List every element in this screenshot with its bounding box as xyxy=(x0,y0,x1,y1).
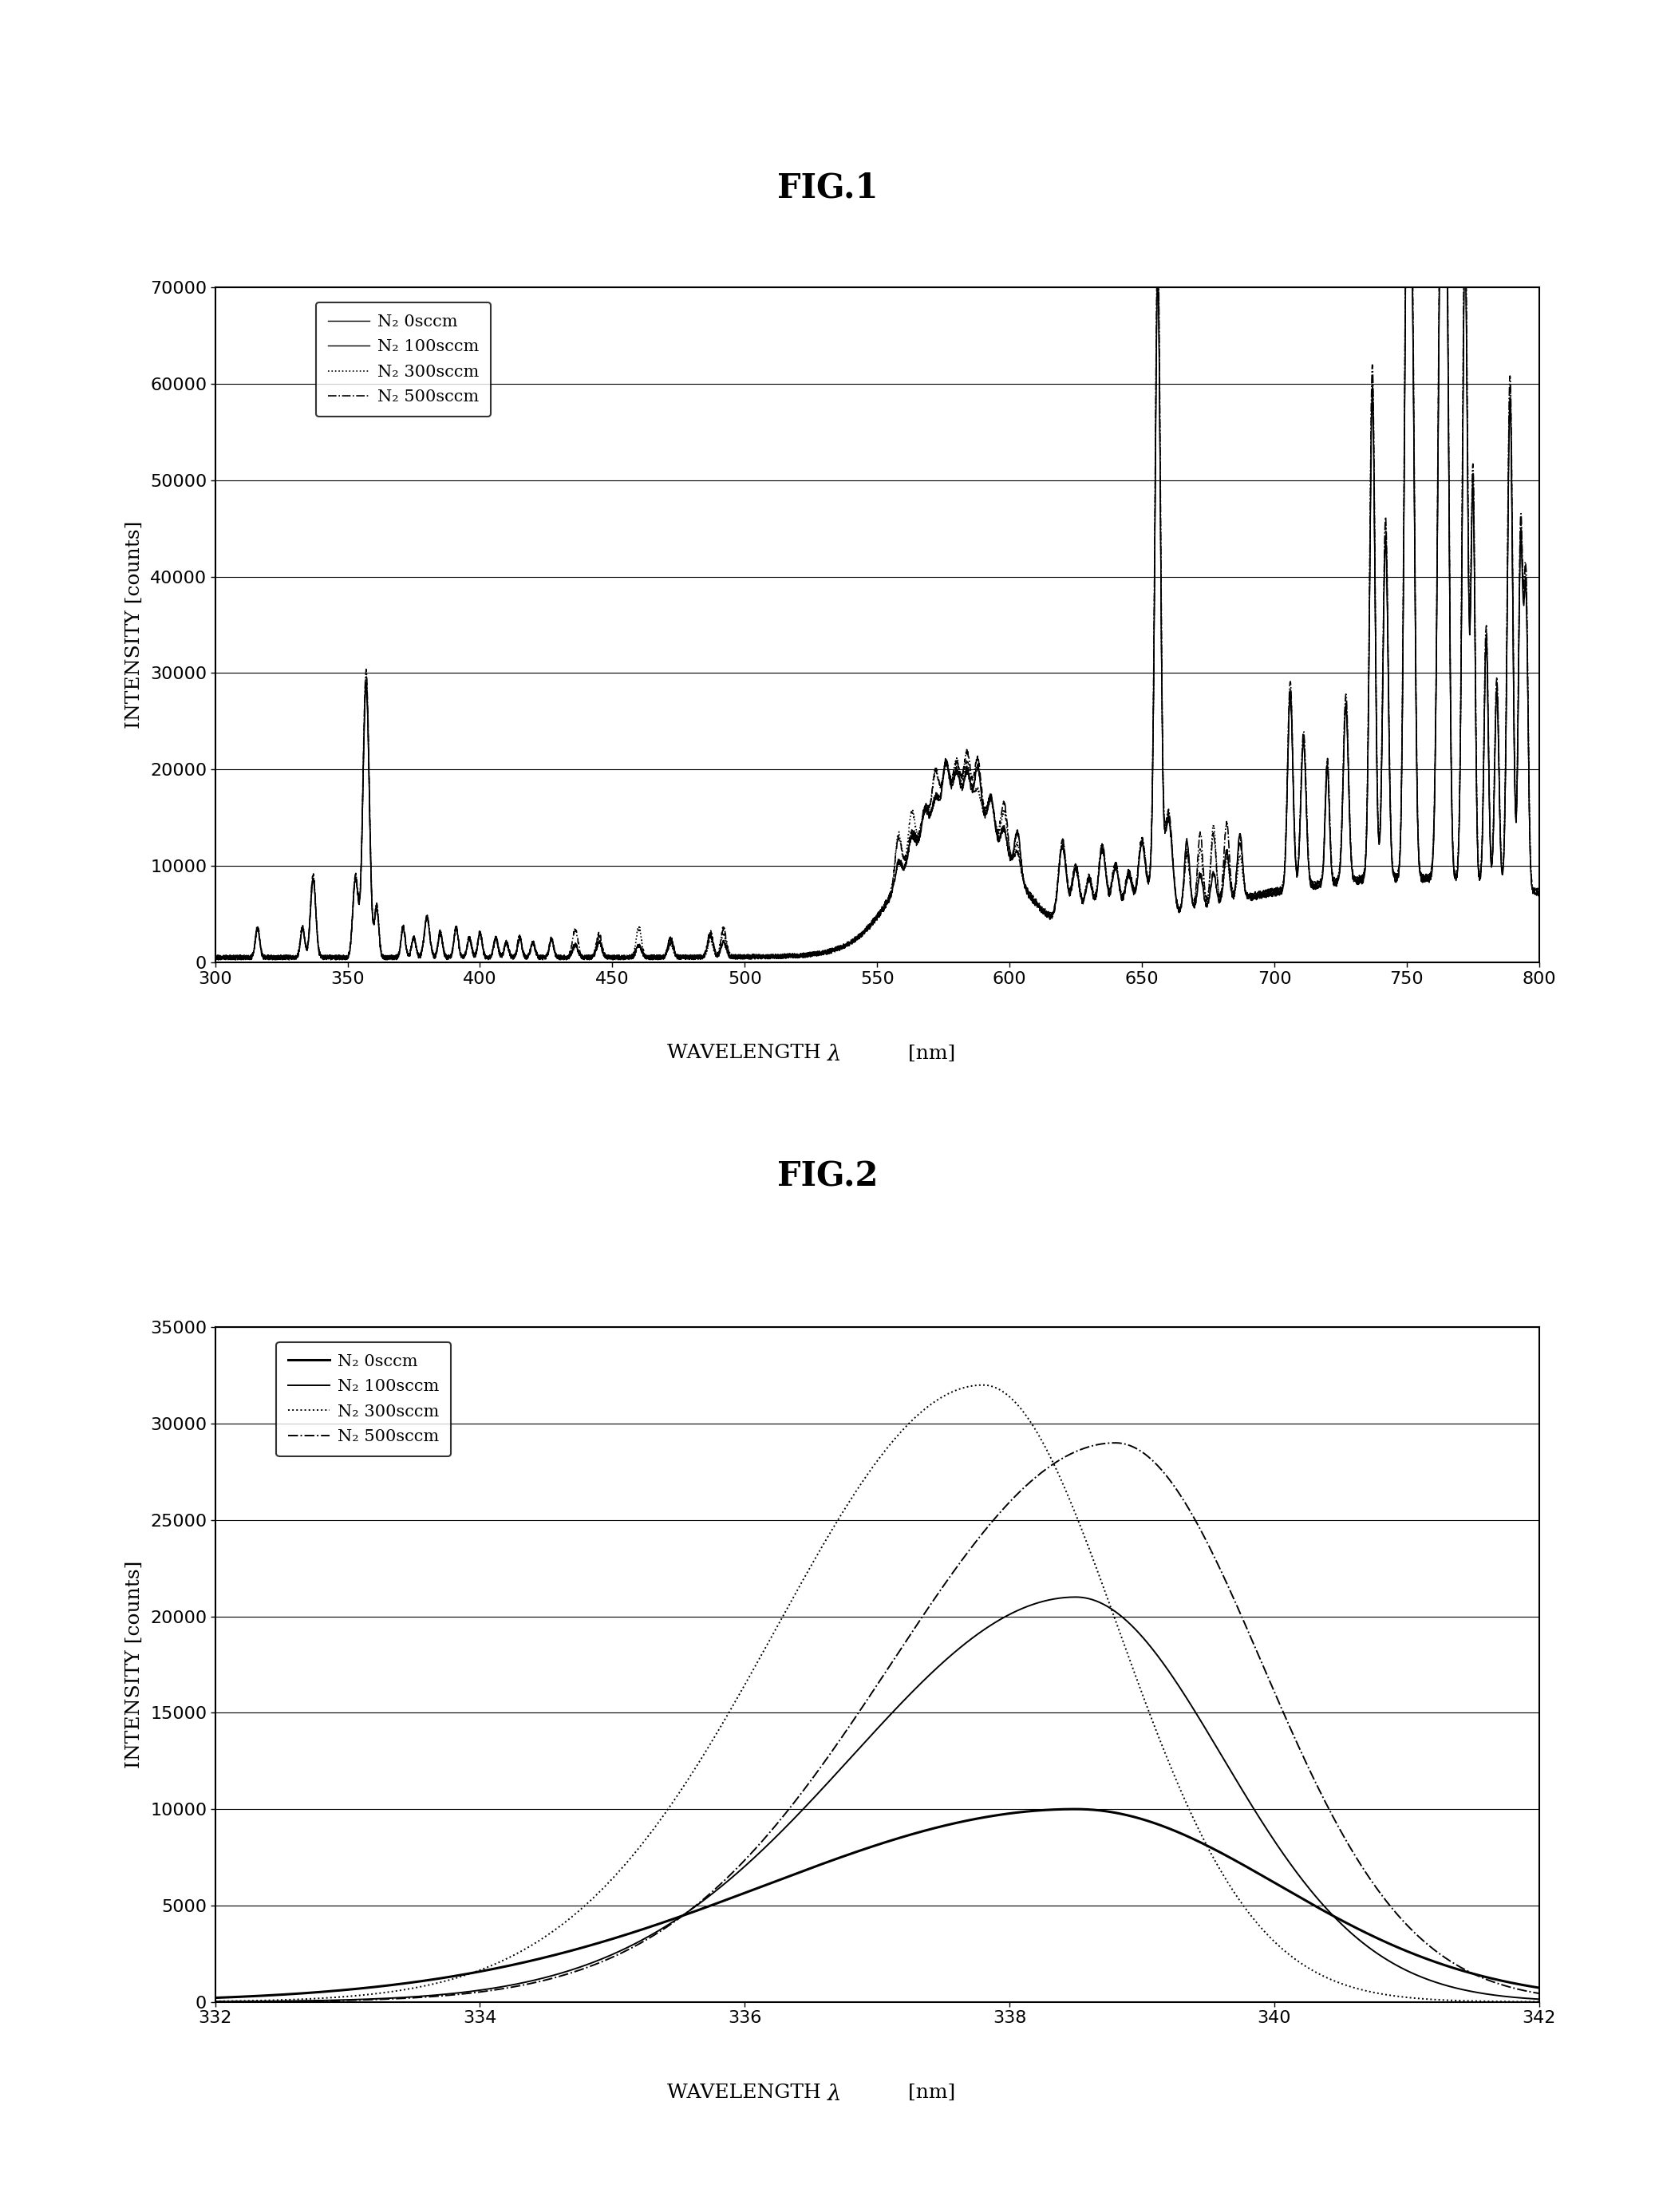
Text: [nm]: [nm] xyxy=(902,1044,955,1062)
Legend: N₂ 0sccm, N₂ 100sccm, N₂ 300sccm, N₂ 500sccm: N₂ 0sccm, N₂ 100sccm, N₂ 300sccm, N₂ 500… xyxy=(276,1343,452,1455)
Text: [nm]: [nm] xyxy=(902,2084,955,2101)
Text: FIG.2: FIG.2 xyxy=(778,1159,877,1194)
Text: FIG.1: FIG.1 xyxy=(778,170,877,206)
Y-axis label: INTENSITY [counts]: INTENSITY [counts] xyxy=(126,522,144,728)
Legend: N₂ 0sccm, N₂ 100sccm, N₂ 300sccm, N₂ 500sccm: N₂ 0sccm, N₂ 100sccm, N₂ 300sccm, N₂ 500… xyxy=(316,303,492,416)
Text: λ: λ xyxy=(828,2084,841,2106)
Text: WAVELENGTH: WAVELENGTH xyxy=(667,1044,828,1062)
Text: λ: λ xyxy=(828,1044,841,1066)
Text: WAVELENGTH: WAVELENGTH xyxy=(667,2084,828,2101)
Y-axis label: INTENSITY [counts]: INTENSITY [counts] xyxy=(126,1562,144,1767)
